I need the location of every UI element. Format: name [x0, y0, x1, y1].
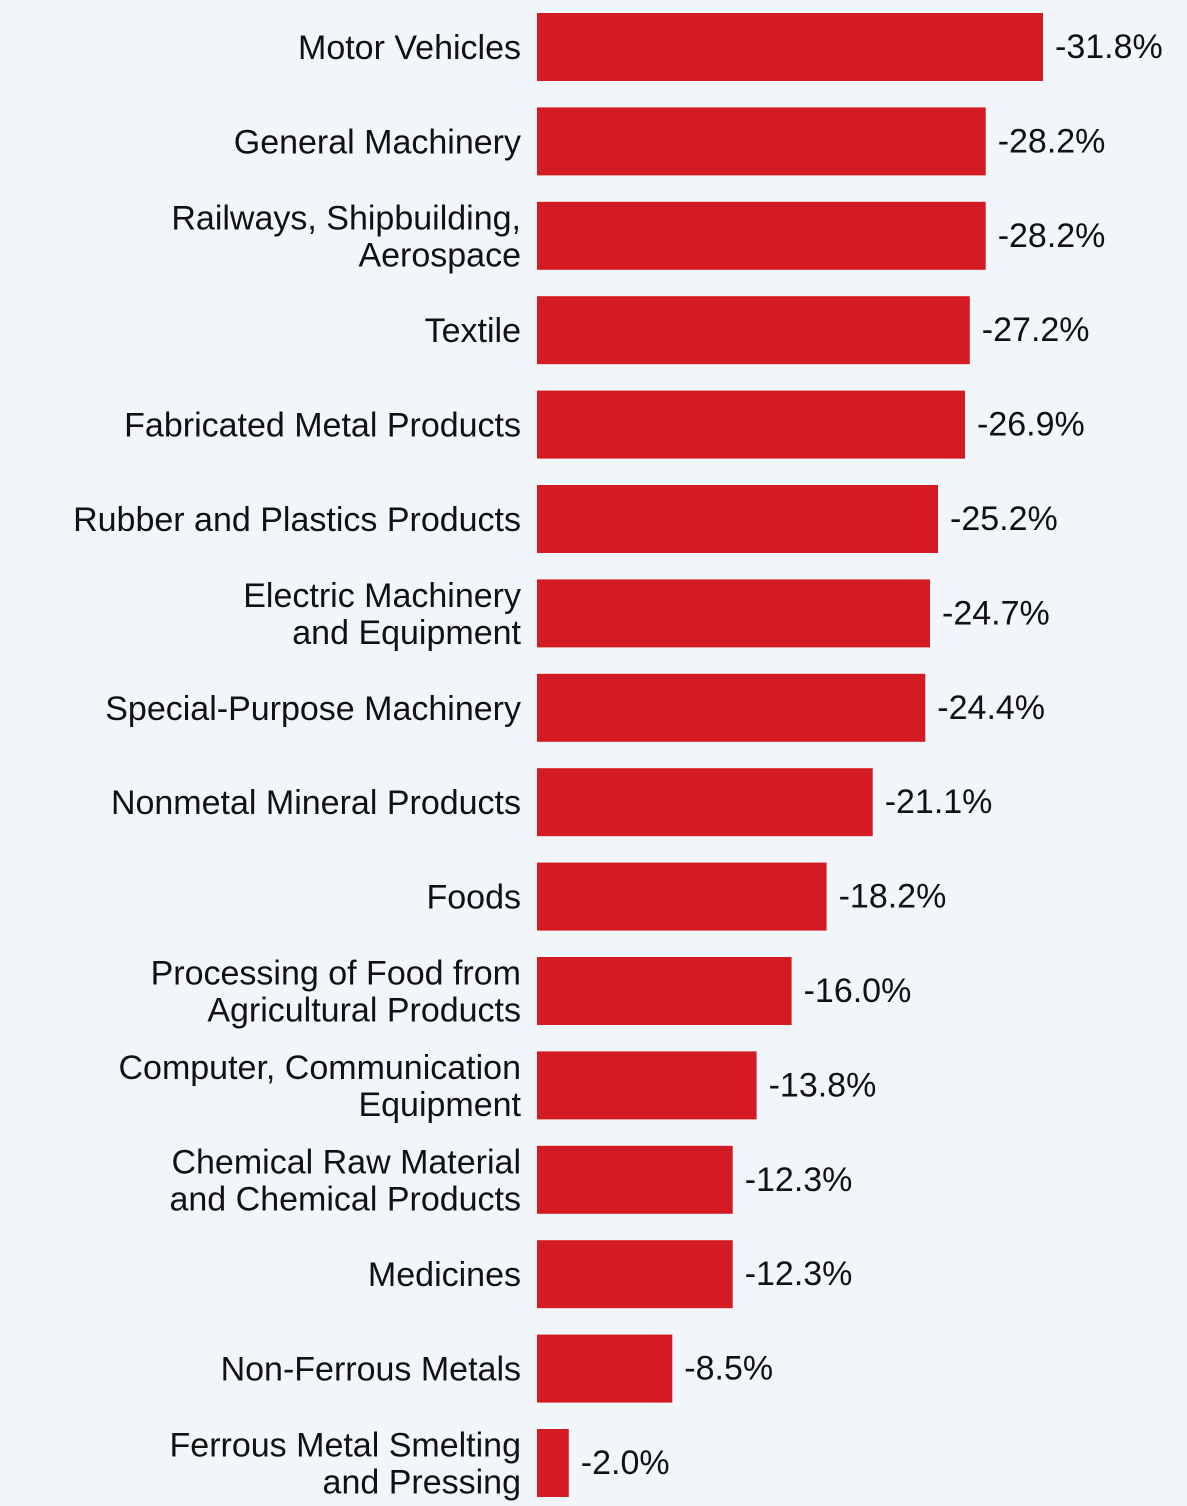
bar	[537, 673, 926, 742]
value-label: -2.0%	[581, 1444, 670, 1482]
value-label: -18.2%	[839, 878, 947, 916]
category-label-line: Equipment	[358, 1086, 521, 1124]
value-label: -8.5%	[684, 1350, 773, 1388]
value-label: -24.4%	[937, 689, 1045, 727]
category-label-line: Computer, Communication	[118, 1049, 521, 1087]
category-label: Computer, Communication Equipment	[118, 1049, 521, 1124]
category-label-line: Chemical Raw Material	[171, 1143, 521, 1181]
category-label: Fabricated Metal Products	[124, 407, 521, 445]
value-label: -13.8%	[769, 1066, 877, 1104]
bar	[537, 1334, 673, 1403]
category-label-line: and Equipment	[292, 614, 521, 652]
bar	[537, 201, 986, 270]
category-label-line: Aerospace	[358, 236, 521, 274]
value-label: -16.0%	[804, 972, 912, 1010]
category-label: Special-Purpose Machinery	[105, 690, 521, 728]
bar	[537, 107, 986, 176]
value-label: -27.2%	[982, 311, 1090, 349]
bar	[537, 390, 965, 459]
value-label: -26.9%	[977, 406, 1085, 444]
category-label-line: and Chemical Products	[169, 1180, 521, 1218]
category-label: Chemical Raw Material and Chemical Produc…	[169, 1143, 521, 1218]
category-label-line: Medicines	[368, 1256, 521, 1294]
bar	[537, 1240, 733, 1309]
category-label-line: Fabricated Metal Products	[124, 407, 521, 445]
category-label-line: Motor Vehicles	[298, 29, 521, 67]
category-label-line: Nonmetal Mineral Products	[111, 784, 521, 822]
category-label: Processing of Food from Agricultural Prod…	[151, 955, 521, 1030]
value-label: -28.2%	[998, 122, 1106, 160]
bar	[537, 862, 827, 931]
value-label: -31.8%	[1055, 28, 1163, 66]
bar	[537, 1429, 569, 1497]
category-label: Textile	[425, 312, 521, 350]
category-label-line: Electric Machinery	[243, 577, 521, 615]
value-label: -12.3%	[745, 1255, 853, 1293]
category-label: Electric Machinery and Equipment	[243, 577, 521, 652]
category-label: Medicines	[368, 1256, 521, 1294]
bar	[537, 1145, 733, 1214]
value-label: -24.7%	[942, 594, 1050, 632]
value-label: -21.1%	[885, 783, 993, 821]
category-label-line: Processing of Food from	[151, 955, 521, 993]
category-label: Motor Vehicles	[298, 29, 521, 67]
bar	[537, 579, 930, 648]
value-label: -12.3%	[745, 1161, 853, 1199]
category-label: Non-Ferrous Metals	[221, 1351, 521, 1389]
category-label: Nonmetal Mineral Products	[111, 784, 521, 822]
bar	[537, 1051, 757, 1120]
category-label-line: Foods	[427, 879, 522, 917]
category-label-line: Non-Ferrous Metals	[221, 1351, 521, 1389]
value-label: -25.2%	[950, 500, 1058, 538]
bar	[537, 485, 938, 553]
category-label: Ferrous Metal Smelting and Pressing	[170, 1427, 521, 1502]
category-label-line: General Machinery	[234, 123, 521, 161]
category-label-line: Railways, Shipbuilding,	[171, 199, 521, 237]
category-label-line: Rubber and Plastics Products	[73, 501, 521, 539]
bar	[537, 768, 873, 837]
category-label: Foods	[427, 879, 522, 917]
category-label-line: Special-Purpose Machinery	[105, 690, 521, 728]
bar	[537, 296, 970, 365]
bar	[537, 957, 792, 1025]
value-label: -28.2%	[998, 217, 1106, 255]
category-label-line: Ferrous Metal Smelting	[170, 1427, 521, 1465]
category-label: Rubber and Plastics Products	[73, 501, 521, 539]
category-label-line: and Pressing	[323, 1464, 521, 1502]
category-label-line: Textile	[425, 312, 521, 350]
category-label: Railways, Shipbuilding, Aerospace	[171, 199, 521, 274]
bar	[537, 13, 1043, 81]
category-label: General Machinery	[234, 123, 521, 161]
category-label-line: Agricultural Products	[207, 992, 521, 1030]
